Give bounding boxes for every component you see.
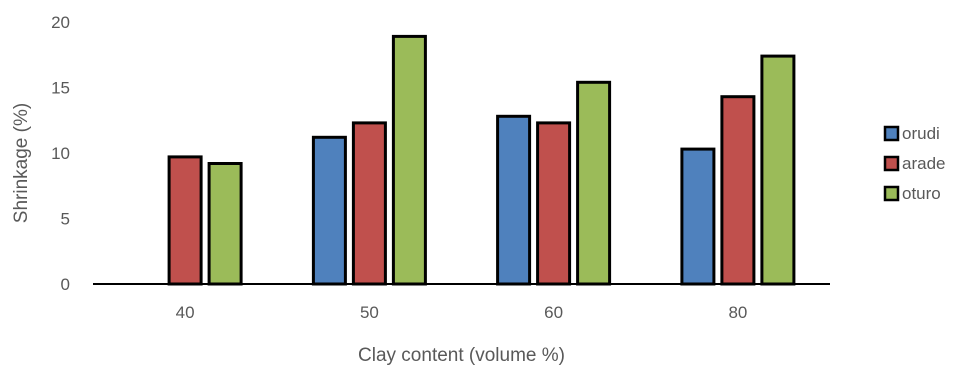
x-tick-label: 80 xyxy=(728,303,747,322)
legend-swatch-orudi xyxy=(883,125,900,142)
bar-oturo-80 xyxy=(760,54,796,286)
bar-arade-60 xyxy=(536,121,572,286)
bar-orudi-80 xyxy=(680,147,716,286)
y-tick-label: 10 xyxy=(51,144,70,163)
bars-group xyxy=(167,34,796,286)
legend-swatch-oturo xyxy=(883,185,900,202)
legend-label-arade: arade xyxy=(902,154,945,173)
bar-oturo-60 xyxy=(576,80,612,286)
y-tick-labels: 0 5 10 15 20 xyxy=(51,13,70,294)
bar-orudi-50 xyxy=(311,135,347,286)
legend-label-orudi: orudi xyxy=(902,124,940,143)
legend-label-oturo: oturo xyxy=(902,184,941,203)
x-tick-label: 40 xyxy=(176,303,195,322)
y-tick-label: 15 xyxy=(51,79,70,98)
bar-arade-40 xyxy=(167,155,203,286)
bar-oturo-50 xyxy=(391,34,427,286)
bar-oturo-40 xyxy=(207,162,243,286)
y-tick-label: 5 xyxy=(61,210,70,229)
y-tick-label: 20 xyxy=(51,13,70,32)
y-axis-title: Shrinkage (%) xyxy=(11,103,32,223)
x-tick-labels: 40 50 60 80 xyxy=(176,303,748,322)
legend-swatch-arade xyxy=(883,155,900,172)
x-tick-label: 50 xyxy=(360,303,379,322)
bar-arade-50 xyxy=(351,121,387,286)
legend: orudi arade oturo xyxy=(883,124,945,203)
bar-orudi-60 xyxy=(496,114,532,286)
x-axis-title: Clay content (volume %) xyxy=(358,345,565,366)
y-tick-label: 0 xyxy=(61,275,70,294)
x-tick-label: 60 xyxy=(544,303,563,322)
bar-arade-80 xyxy=(720,95,756,286)
